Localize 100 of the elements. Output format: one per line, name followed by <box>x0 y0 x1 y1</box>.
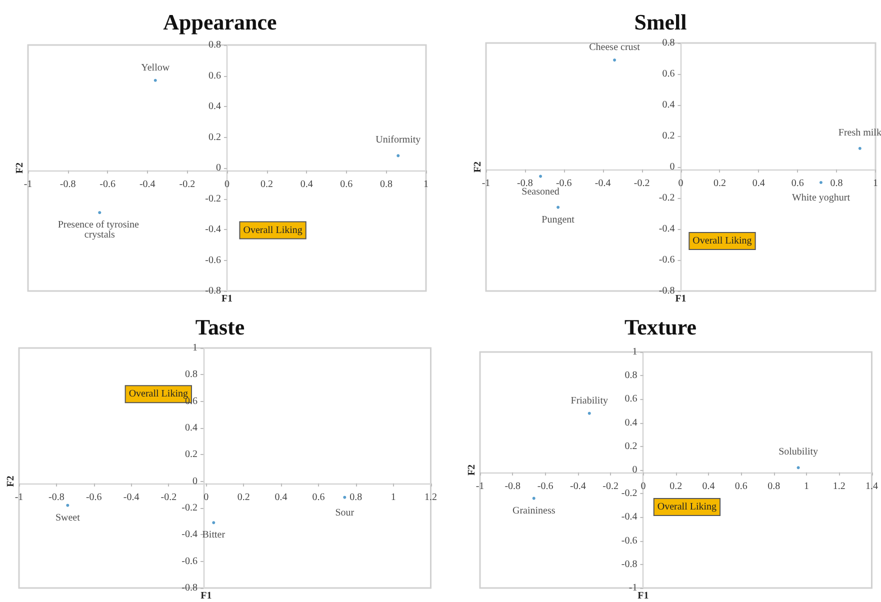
series-label: Bitter <box>202 530 226 541</box>
y-tick-label: 0.6 <box>185 396 198 407</box>
x-tick-label: 0.6 <box>340 179 353 190</box>
x-tick-label: -0.8 <box>517 178 533 189</box>
x-tick-label: 0.2 <box>260 179 274 190</box>
x-tick-label: 0.8 <box>350 492 362 504</box>
y-axis-title: F2 <box>14 162 26 174</box>
x-tick-label: 1.2 <box>424 492 437 504</box>
x-tick-label: 1 <box>390 492 396 504</box>
y-tick-label: -0.8 <box>621 558 638 570</box>
y-tick-label: 0.8 <box>624 370 638 382</box>
point <box>343 496 346 499</box>
point <box>796 466 800 470</box>
x-tick-label: -0.4 <box>123 492 140 504</box>
y-tick-label: -0.4 <box>658 224 675 234</box>
point <box>858 146 862 150</box>
y-tick-label: -0.8 <box>182 582 198 594</box>
x-tick-label: -0.8 <box>504 481 521 492</box>
point <box>532 496 536 500</box>
point <box>588 412 591 415</box>
x-tick-label: 0.6 <box>312 492 325 504</box>
y-axis-title: F2 <box>472 161 484 173</box>
x-tick-label: 0 <box>678 178 684 189</box>
y-tick-label: 1 <box>632 346 638 358</box>
y-tick-label: 0.4 <box>624 417 638 428</box>
x-tick-label: -1 <box>476 481 484 492</box>
x-tick-label: -0.2 <box>160 492 177 504</box>
x-tick-label: 0.6 <box>791 178 804 189</box>
y-tick-label: 0.2 <box>662 130 675 142</box>
y-tick-label: -0.2 <box>658 192 675 204</box>
y-tick-label: 0.2 <box>624 440 638 452</box>
x-tick-label: 1 <box>873 178 878 189</box>
x-tick-label: 0.8 <box>380 179 392 190</box>
y-tick-label: 0 <box>632 464 638 476</box>
x-tick-label: 0 <box>640 481 646 492</box>
y-tick-label: 0.4 <box>208 101 221 112</box>
y-tick-label: -0.2 <box>205 193 221 204</box>
x-tick-label: -0.8 <box>60 179 76 190</box>
x-tick-label: 0.6 <box>734 481 748 492</box>
x-tick-label: 0.2 <box>670 481 682 492</box>
x-tick-label: 0.4 <box>702 481 715 492</box>
x-tick-label: -0.4 <box>594 178 611 189</box>
series-label: Seasoned <box>522 186 560 198</box>
y-tick-label: 0.8 <box>208 40 221 50</box>
x-axis-title: F1 <box>675 294 686 304</box>
x-tick-label: -0.4 <box>570 481 586 492</box>
y-tick-label: -0.2 <box>182 502 198 514</box>
series-label: Uniformity <box>376 134 421 146</box>
x-tick-label: 1.2 <box>832 481 846 492</box>
x-tick-label: -0.8 <box>48 492 64 504</box>
x-tick-label: 1 <box>804 481 809 492</box>
x-tick-label: 0.8 <box>830 178 843 189</box>
point <box>154 78 157 82</box>
x-axis-title: F1 <box>638 590 649 602</box>
x-tick-label: 0.4 <box>274 492 288 504</box>
x-tick-label: -0.6 <box>556 178 572 189</box>
y-tick-label: -0.6 <box>182 556 198 567</box>
x-tick-label: -1 <box>24 179 32 190</box>
y-tick-label: -0.6 <box>621 535 638 546</box>
series-label: Friability <box>570 395 608 406</box>
y-axis-title: F2 <box>466 464 478 476</box>
x-tick-label: 0.4 <box>752 178 765 189</box>
x-tick-label: 0.2 <box>237 492 250 504</box>
y-tick-label: 0.6 <box>624 394 638 405</box>
y-tick-label: 0 <box>216 162 221 174</box>
y-tick-label: -0.4 <box>182 529 198 540</box>
x-tick-label: -1 <box>14 492 24 504</box>
x-tick-label: -0.6 <box>86 492 102 504</box>
point <box>98 211 102 214</box>
y-tick-label: 1 <box>192 342 198 354</box>
chart-title: Texture <box>624 314 697 340</box>
point <box>66 504 70 507</box>
x-tick-label: 0 <box>224 179 230 190</box>
x-tick-label: -0.6 <box>537 481 554 492</box>
point <box>396 154 400 158</box>
x-tick-label: 0.2 <box>713 178 726 189</box>
chart-title: Taste <box>195 314 245 340</box>
y-tick-label: -0.8 <box>658 286 675 296</box>
series-label: Sour <box>335 507 355 518</box>
series-label: Solubility <box>778 446 818 458</box>
y-tick-label: 0.2 <box>208 132 221 143</box>
x-tick-label: 1 <box>424 179 428 190</box>
x-axis-title: F1 <box>221 294 233 304</box>
series-label: Fresh milk <box>838 127 881 138</box>
series-label: Sweet <box>55 512 80 524</box>
annotation: Overall Liking <box>692 235 752 246</box>
y-tick-label: -0.6 <box>658 254 675 266</box>
y-tick-label: 0.4 <box>662 100 675 110</box>
series-label: Cheese crust <box>589 42 640 54</box>
y-tick-label: -0.8 <box>205 286 221 296</box>
y-tick-label: 0.8 <box>662 38 675 48</box>
x-tick-label: -0.2 <box>602 481 619 492</box>
point <box>819 181 822 184</box>
series-label: Pungent <box>542 214 575 226</box>
y-tick-label: -0.4 <box>205 224 221 235</box>
annotation: Overall Liking <box>657 501 717 512</box>
series-label: Graininess <box>512 505 556 516</box>
annotation: Overall Liking <box>128 388 188 400</box>
point <box>212 521 216 524</box>
y-tick-label: -0.4 <box>621 512 638 523</box>
